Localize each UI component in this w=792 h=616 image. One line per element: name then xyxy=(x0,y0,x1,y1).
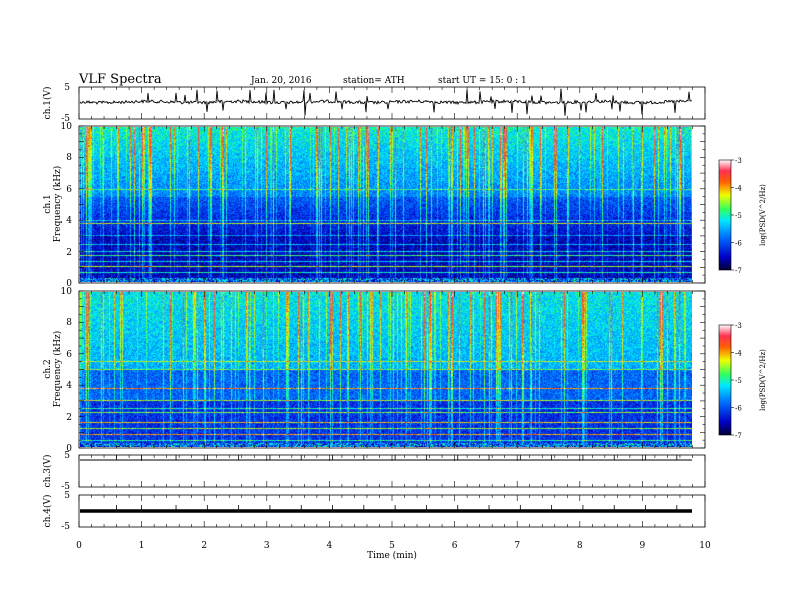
ch1-waveform-ylabel: ch.1(V) xyxy=(42,87,53,120)
ch1-waveform-line xyxy=(79,88,692,116)
xtick-9: 9 xyxy=(640,541,646,551)
ch1-spectrogram xyxy=(80,127,692,282)
ch3-ytick-bottom: -5 xyxy=(61,482,70,492)
cb2-tick-m6: -6 xyxy=(735,405,742,413)
ch3-spikes xyxy=(116,455,678,460)
x-axis-label: Time (min) xyxy=(367,550,417,561)
ch1-ytick-4: 4 xyxy=(66,216,72,226)
xtick-6: 6 xyxy=(452,541,458,551)
ch1-ytick-top: 5 xyxy=(64,83,70,93)
ch2-ytick-2: 2 xyxy=(66,413,72,423)
ch2-ytick-10: 10 xyxy=(61,287,73,297)
ch2-ytick-4: 4 xyxy=(66,381,72,391)
cb1-label: log(PSD(V^2/Hz) xyxy=(759,184,767,246)
ch1-ytick-bottom: -5 xyxy=(61,114,70,124)
colorbar-ticks xyxy=(731,159,734,436)
cb2-tick-m4: -4 xyxy=(735,350,742,358)
figure-title: VLF Spectra xyxy=(78,72,162,87)
ch1-ytick-2: 2 xyxy=(66,248,72,258)
cb2-tick-m3: -3 xyxy=(735,322,742,330)
axis-ticks xyxy=(78,87,706,527)
xtick-8: 8 xyxy=(577,541,583,551)
xtick-3: 3 xyxy=(264,541,270,551)
xtick-0: 0 xyxy=(76,541,82,551)
xtick-7: 7 xyxy=(514,541,520,551)
xtick-1: 1 xyxy=(139,541,145,551)
ch1-ytick-8: 8 xyxy=(66,153,72,163)
ch4-ytick-top: 5 xyxy=(64,491,70,501)
ch1-frequency-label: Frequency (kHz) xyxy=(52,166,63,243)
cb2-tick-m5: -5 xyxy=(735,377,742,385)
ch2-ytick-8: 8 xyxy=(66,318,72,328)
ch2-ytick-6: 6 xyxy=(66,350,72,360)
xtick-5: 5 xyxy=(389,541,395,551)
cb1-tick-m6: -6 xyxy=(735,240,742,248)
cb1-tick-m5: -5 xyxy=(735,212,742,220)
ch3-ytick-top: 5 xyxy=(64,451,70,461)
ch2-ytick-0: 0 xyxy=(66,444,72,454)
ch1-ytick-0: 0 xyxy=(66,279,72,289)
ch2-colorbar xyxy=(718,324,732,436)
cb1-tick-m7: -7 xyxy=(735,267,742,275)
station-label: station= ATH xyxy=(343,76,405,86)
cb1-tick-m4: -4 xyxy=(735,185,742,193)
cb2-label: log(PSD(V^2/Hz) xyxy=(759,349,767,411)
xtick-10: 10 xyxy=(699,541,711,551)
ch2-spectrogram xyxy=(80,292,692,447)
ch2-channel-label: ch.2 xyxy=(43,359,53,378)
ch3-waveform-ylabel: ch.3(V) xyxy=(42,455,53,488)
ch1-ytick-10: 10 xyxy=(61,122,73,132)
ch2-frequency-label: Frequency (kHz) xyxy=(52,331,63,408)
x-tick-labels: 0 1 2 3 4 5 6 7 8 9 10 xyxy=(76,541,711,551)
ch1-channel-label: ch.1 xyxy=(43,194,53,213)
cb1-tick-m3: -3 xyxy=(735,157,742,165)
xtick-2: 2 xyxy=(201,541,207,551)
date-label: Jan. 20, 2016 xyxy=(250,76,312,86)
ch1-ytick-6: 6 xyxy=(66,185,72,195)
start-time-label: start UT = 15: 0 : 1 xyxy=(438,76,527,86)
ch4-spikes xyxy=(116,505,678,511)
ch1-colorbar xyxy=(718,159,732,271)
ch4-waveform-ylabel: ch.4(V) xyxy=(42,495,53,528)
xtick-4: 4 xyxy=(327,541,333,551)
cb2-tick-m7: -7 xyxy=(735,432,742,440)
ch4-ytick-bottom: -5 xyxy=(61,522,70,532)
